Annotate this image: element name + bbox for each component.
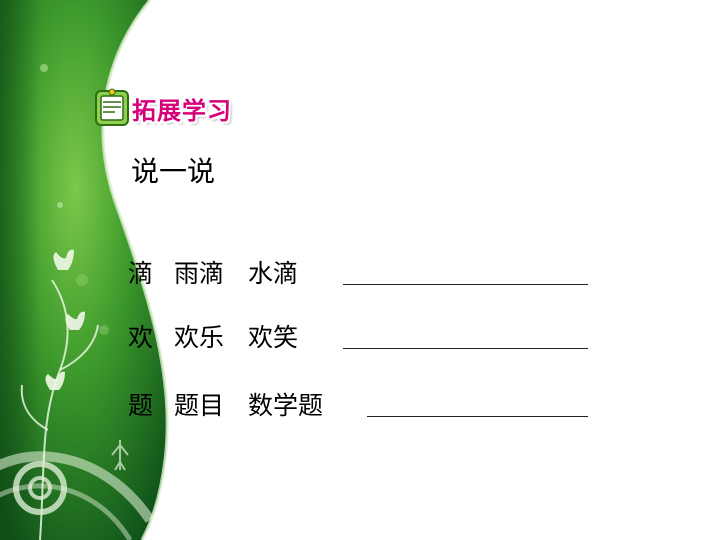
word-row: 欢 欢乐 欢笑: [128, 318, 598, 354]
word-char: 欢: [128, 323, 154, 352]
book-icon: [95, 88, 129, 126]
answer-blank[interactable]: [367, 416, 588, 417]
word-phrase: 雨滴: [174, 259, 225, 288]
word-row: 滴 雨滴 水滴: [128, 254, 598, 290]
word-phrase: 水滴: [248, 259, 299, 288]
word-phrase: 欢乐: [174, 323, 225, 352]
word-char: 题: [128, 391, 154, 420]
section-title: 说一说: [131, 155, 216, 188]
answer-blank[interactable]: [343, 348, 588, 349]
badge-label: 拓展学习: [132, 97, 232, 125]
word-char: 滴: [128, 259, 154, 288]
word-phrase: 欢笑: [248, 323, 299, 352]
answer-blank[interactable]: [343, 284, 588, 285]
word-phrase: 题目: [174, 391, 225, 420]
word-row: 题 题目 数学题: [128, 386, 598, 422]
word-phrase: 数学题: [248, 391, 324, 420]
section-badge: 拓展学习: [92, 86, 252, 128]
